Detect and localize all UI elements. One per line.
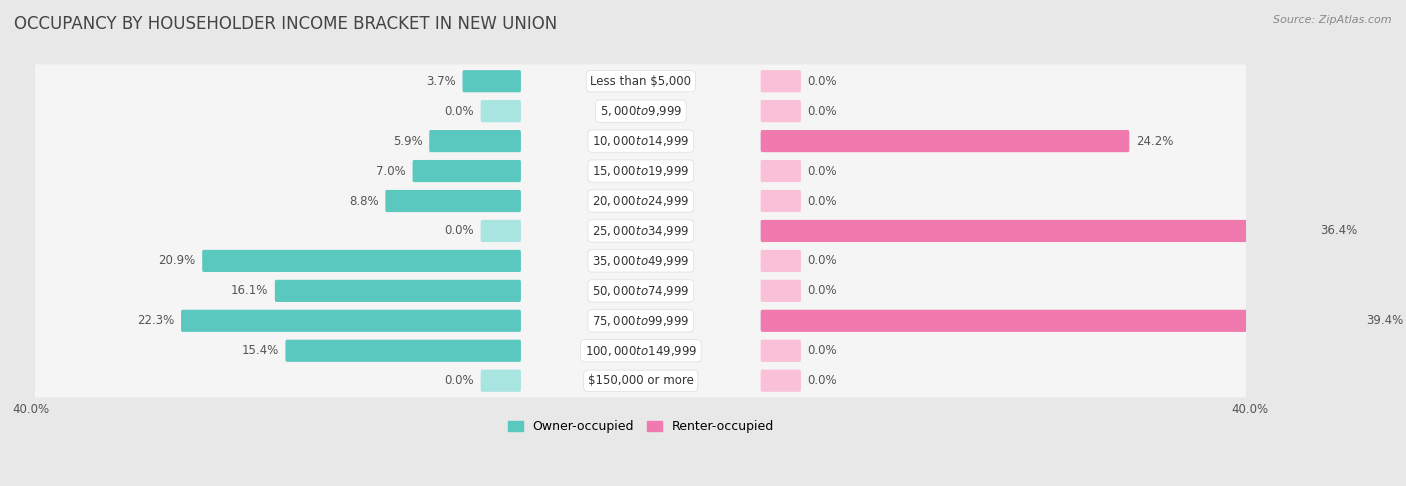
FancyBboxPatch shape [10, 184, 1271, 218]
FancyBboxPatch shape [10, 124, 1271, 158]
Text: 0.0%: 0.0% [807, 165, 837, 177]
Text: 0.0%: 0.0% [807, 284, 837, 297]
Text: 0.0%: 0.0% [444, 225, 474, 238]
Text: 20.9%: 20.9% [159, 254, 195, 267]
Text: 0.0%: 0.0% [807, 194, 837, 208]
FancyBboxPatch shape [385, 190, 522, 212]
Text: 0.0%: 0.0% [807, 374, 837, 387]
Text: 15.4%: 15.4% [242, 344, 278, 357]
Text: $75,000 to $99,999: $75,000 to $99,999 [592, 314, 689, 328]
FancyBboxPatch shape [10, 65, 1271, 98]
Text: 5.9%: 5.9% [394, 135, 423, 148]
FancyBboxPatch shape [463, 70, 522, 92]
FancyBboxPatch shape [761, 70, 801, 92]
Text: 0.0%: 0.0% [807, 75, 837, 87]
Text: 40.0%: 40.0% [13, 403, 49, 416]
Text: $150,000 or more: $150,000 or more [588, 374, 693, 387]
FancyBboxPatch shape [481, 370, 522, 392]
Text: 24.2%: 24.2% [1136, 135, 1173, 148]
Text: $5,000 to $9,999: $5,000 to $9,999 [599, 104, 682, 118]
Text: 0.0%: 0.0% [807, 254, 837, 267]
FancyBboxPatch shape [10, 214, 1271, 248]
Text: Less than $5,000: Less than $5,000 [591, 75, 692, 87]
Text: Source: ZipAtlas.com: Source: ZipAtlas.com [1274, 15, 1392, 25]
FancyBboxPatch shape [412, 160, 522, 182]
Text: 40.0%: 40.0% [1232, 403, 1268, 416]
FancyBboxPatch shape [761, 280, 801, 302]
Text: $25,000 to $34,999: $25,000 to $34,999 [592, 224, 689, 238]
Text: 7.0%: 7.0% [377, 165, 406, 177]
Text: OCCUPANCY BY HOUSEHOLDER INCOME BRACKET IN NEW UNION: OCCUPANCY BY HOUSEHOLDER INCOME BRACKET … [14, 15, 557, 33]
Text: $10,000 to $14,999: $10,000 to $14,999 [592, 134, 689, 148]
Legend: Owner-occupied, Renter-occupied: Owner-occupied, Renter-occupied [503, 415, 779, 438]
FancyBboxPatch shape [481, 100, 522, 122]
FancyBboxPatch shape [761, 310, 1360, 332]
FancyBboxPatch shape [10, 334, 1271, 367]
FancyBboxPatch shape [10, 94, 1271, 128]
Text: 8.8%: 8.8% [349, 194, 380, 208]
FancyBboxPatch shape [285, 340, 522, 362]
FancyBboxPatch shape [761, 190, 801, 212]
FancyBboxPatch shape [202, 250, 522, 272]
FancyBboxPatch shape [761, 130, 1129, 152]
FancyBboxPatch shape [10, 154, 1271, 188]
Text: $100,000 to $149,999: $100,000 to $149,999 [585, 344, 697, 358]
FancyBboxPatch shape [761, 220, 1315, 242]
Text: 0.0%: 0.0% [444, 374, 474, 387]
FancyBboxPatch shape [481, 220, 522, 242]
FancyBboxPatch shape [10, 304, 1271, 338]
FancyBboxPatch shape [761, 160, 801, 182]
Text: 36.4%: 36.4% [1320, 225, 1358, 238]
Text: 0.0%: 0.0% [444, 104, 474, 118]
Text: 16.1%: 16.1% [231, 284, 269, 297]
FancyBboxPatch shape [181, 310, 522, 332]
Text: $50,000 to $74,999: $50,000 to $74,999 [592, 284, 689, 298]
FancyBboxPatch shape [429, 130, 522, 152]
Text: $35,000 to $49,999: $35,000 to $49,999 [592, 254, 689, 268]
Text: $20,000 to $24,999: $20,000 to $24,999 [592, 194, 689, 208]
FancyBboxPatch shape [10, 274, 1271, 308]
FancyBboxPatch shape [761, 250, 801, 272]
FancyBboxPatch shape [274, 280, 522, 302]
FancyBboxPatch shape [10, 244, 1271, 278]
Text: 3.7%: 3.7% [426, 75, 456, 87]
Text: 39.4%: 39.4% [1365, 314, 1403, 327]
Text: 22.3%: 22.3% [138, 314, 174, 327]
FancyBboxPatch shape [761, 100, 801, 122]
FancyBboxPatch shape [10, 364, 1271, 398]
FancyBboxPatch shape [761, 340, 801, 362]
Text: 0.0%: 0.0% [807, 104, 837, 118]
FancyBboxPatch shape [761, 370, 801, 392]
Text: $15,000 to $19,999: $15,000 to $19,999 [592, 164, 689, 178]
Text: 0.0%: 0.0% [807, 344, 837, 357]
